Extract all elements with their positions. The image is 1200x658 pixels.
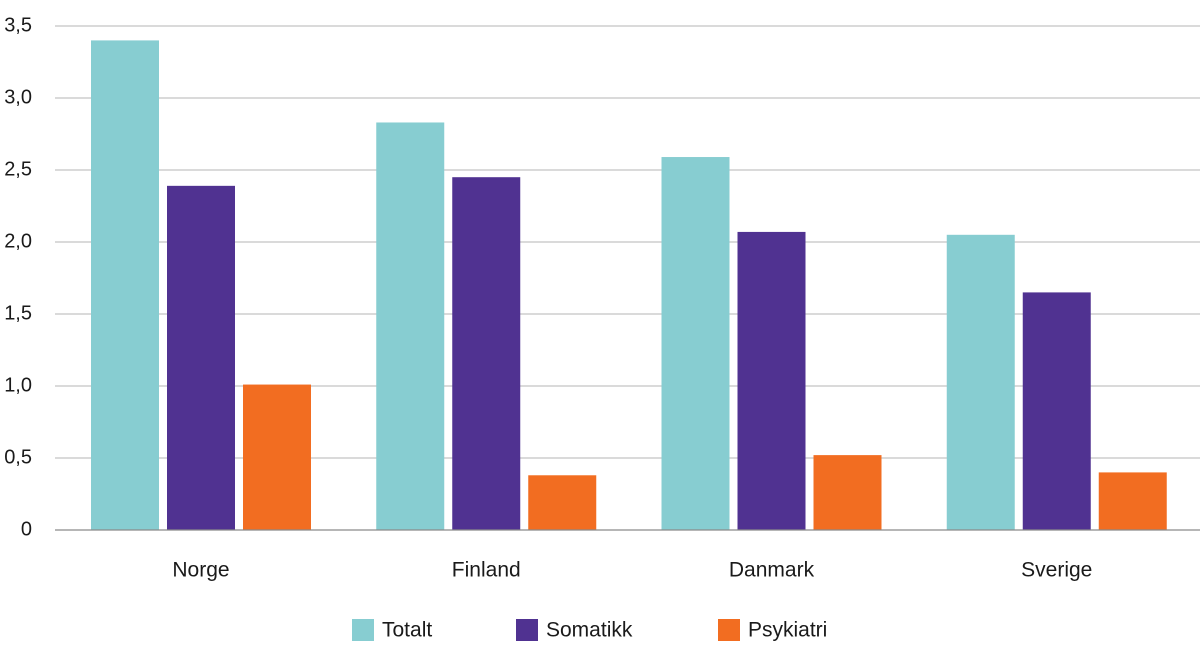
x-category-label: Sverige bbox=[1021, 559, 1092, 582]
bar-finland-psykiatri bbox=[528, 475, 597, 530]
bar-norge-somatikk bbox=[167, 185, 235, 530]
bar-danmark-totalt bbox=[661, 157, 730, 531]
y-tick-label: 3,5 bbox=[4, 14, 32, 36]
bar-finland-totalt bbox=[376, 122, 445, 530]
bar-danmark-somatikk bbox=[737, 231, 806, 531]
y-tick-label: 2,0 bbox=[4, 230, 32, 252]
legend-swatch-totalt bbox=[352, 619, 374, 641]
legend-swatch-somatikk bbox=[516, 619, 538, 641]
y-tick-label: 3,0 bbox=[4, 86, 32, 108]
x-category-label: Finland bbox=[452, 559, 521, 582]
x-category-label: Danmark bbox=[729, 559, 815, 582]
x-axis-categories: Norge Finland Danmark Sverige bbox=[172, 559, 1092, 582]
bar-sverige-totalt bbox=[946, 234, 1015, 531]
bar-sverige-somatikk bbox=[1022, 292, 1091, 530]
y-tick-label: 1,5 bbox=[4, 302, 32, 324]
y-axis-ticks: 0 0,5 1,0 1,5 2,0 2,5 3,0 3,5 bbox=[4, 14, 32, 540]
legend: Totalt Somatikk Psykiatri bbox=[352, 619, 827, 642]
bar-norge-totalt bbox=[91, 40, 159, 531]
bars bbox=[91, 40, 1167, 531]
y-tick-label: 0 bbox=[21, 518, 32, 540]
bar-norge-psykiatri bbox=[243, 384, 311, 530]
y-tick-label: 1,0 bbox=[4, 374, 32, 396]
legend-label-totalt: Totalt bbox=[382, 619, 432, 642]
y-tick-label: 0,5 bbox=[4, 446, 32, 468]
legend-swatch-psykiatri bbox=[718, 619, 740, 641]
legend-label-somatikk: Somatikk bbox=[546, 619, 633, 642]
bar-sverige-psykiatri bbox=[1098, 472, 1167, 530]
bar-finland-somatikk bbox=[452, 177, 521, 530]
bar-danmark-psykiatri bbox=[813, 455, 882, 530]
y-tick-label: 2,5 bbox=[4, 158, 32, 180]
legend-label-psykiatri: Psykiatri bbox=[748, 619, 827, 642]
x-category-label: Norge bbox=[172, 559, 229, 582]
